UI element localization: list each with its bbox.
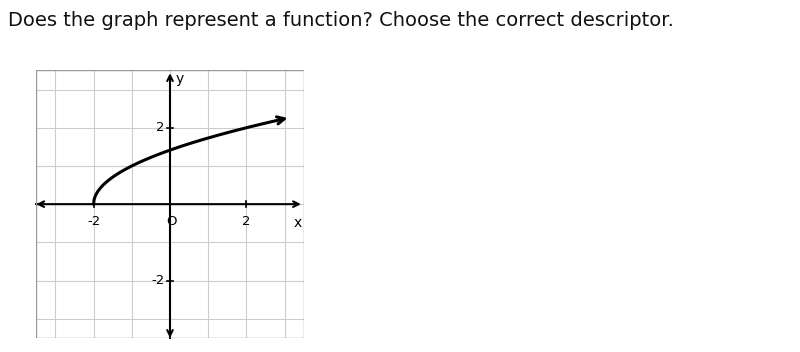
Text: 2: 2 [242,215,250,228]
Text: -2: -2 [87,215,100,228]
Text: -2: -2 [151,274,164,287]
Text: y: y [176,72,184,86]
Text: x: x [294,216,302,231]
Text: Does the graph represent a function? Choose the correct descriptor.: Does the graph represent a function? Cho… [8,11,674,30]
Text: 2: 2 [156,121,164,134]
Text: O: O [166,215,177,228]
